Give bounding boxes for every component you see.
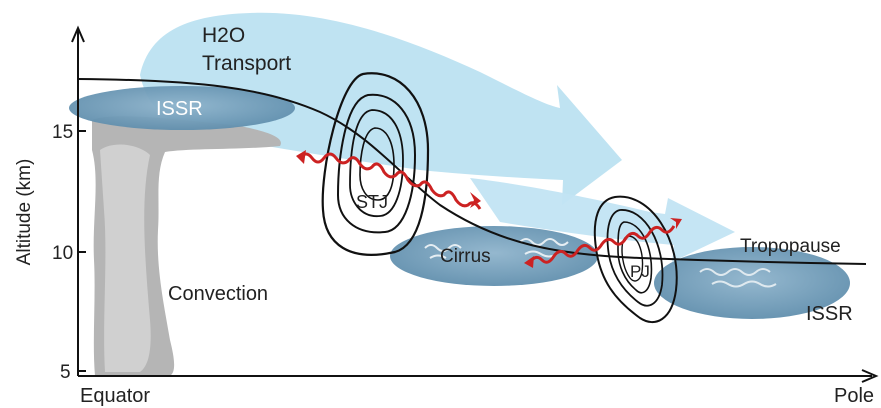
issr-left-ellipse [69,86,295,130]
convection-inner [100,144,151,372]
h2o-transport-arrow-lower [470,178,735,262]
y-tick-label-15: 15 [52,122,73,143]
h2o-transport-arrow [140,12,622,205]
x-axis-end-label: Pole [834,385,874,407]
tropopause-line [77,78,867,265]
y-axis-arrowhead [71,25,85,43]
issr-right-ellipse [654,247,850,319]
wave-arrow-lower-tail [524,256,534,268]
y-axis-label: Altitude (km) [14,159,35,266]
cirrus-label: Cirrus [440,246,491,267]
issr-right-label: ISSR [806,303,853,325]
convection-label: Convection [168,283,268,305]
wave-arrow-upper-tail [296,150,306,164]
stj-label: STJ [356,192,388,212]
issr-left-label: ISSR [156,98,203,120]
issr-right-cloud-texture [699,268,777,288]
y-tick-label-10: 10 [52,243,73,264]
h2o-label-line1: H2O [202,24,245,47]
pj-label: PJ [630,262,650,281]
y-tick-label-5: 5 [60,362,71,383]
wave-arrow-upper-head [470,192,481,208]
wave-arrow-lower-head [670,218,682,229]
wave-arrow-upper [298,152,482,210]
x-axis-start-label: Equator [80,385,150,407]
cirrus-cloud-texture [424,238,569,259]
x-axis-arrowhead [861,369,879,383]
h2o-label-line2: Transport [202,52,291,75]
tropopause-label: Tropopause [740,236,841,257]
wave-arrow-lower [528,225,676,264]
